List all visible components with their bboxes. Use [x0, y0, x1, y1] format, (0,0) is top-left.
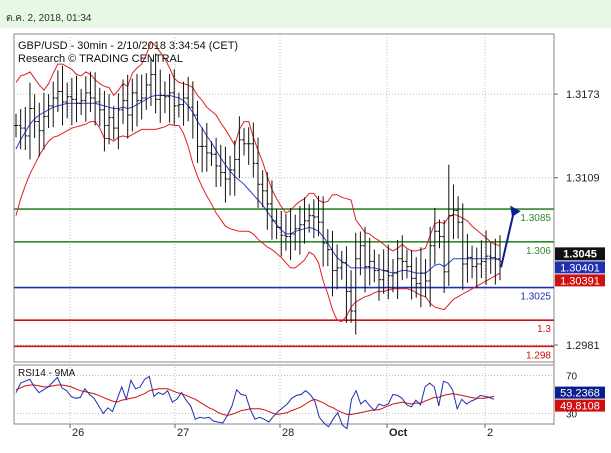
upper-indicator-badge — [555, 261, 605, 274]
chart-title: GBP/USD - 30min - 2/10/2018 3:34:54 (CET… — [18, 40, 239, 52]
forecast-arrow — [500, 205, 521, 268]
time-tick-label-3: Oct — [389, 427, 408, 439]
rsi-tick-label-0: 70 — [566, 372, 578, 383]
lower-band-line — [15, 121, 501, 323]
current-price-label: 1.3045 — [563, 248, 597, 260]
chart-title-block: GBP/USD - 30min - 2/10/2018 3:34:54 (CET… — [18, 40, 238, 66]
rsi-ma-label: 49.8108 — [560, 401, 600, 413]
top-band — [0, 0, 611, 28]
rsi-title: RSI14 - 9MA — [18, 368, 76, 379]
price-tick-label-2: 1.2981 — [566, 340, 600, 352]
rsi-tick-label-1: 30 — [566, 410, 578, 421]
axes: 1.3173 1.3109 1.2981 26 27 28 Oct 2 — [69, 89, 600, 439]
level-label-3: 1.3 — [537, 324, 551, 335]
current-price-badge — [555, 247, 605, 261]
upper-indicator-label: 1.30401 — [560, 262, 600, 274]
rsi-panel — [13, 364, 555, 425]
level-label-4: 1.298 — [526, 350, 551, 361]
date-stamp: ต.ค. 2, 2018, 01:34 — [6, 13, 92, 24]
price-bars — [14, 53, 502, 335]
rsi-line — [15, 375, 495, 430]
rsi-value-badge — [555, 386, 605, 399]
rsi-ma-badge — [555, 399, 605, 412]
rsi-value-label: 53.2368 — [560, 388, 600, 400]
time-tick-label-0: 26 — [72, 427, 84, 439]
chart-subtitle: Research © TRADING CENTRAL — [18, 53, 183, 65]
lower-indicator-badge — [555, 274, 605, 287]
level-label-2: 1.3025 — [520, 292, 551, 303]
level-label-0: 1.3085 — [520, 213, 551, 224]
forecast-arrow-head — [510, 205, 521, 217]
time-tick-label-2: 28 — [282, 427, 294, 439]
level-label-1: 1.306 — [526, 246, 551, 257]
rsi-ma-line — [15, 384, 495, 416]
price-tick-label-1: 1.3109 — [566, 173, 600, 185]
time-tick-label-4: 2 — [487, 427, 493, 439]
time-tick-label-1: 27 — [177, 427, 189, 439]
forecast-arrow-shaft — [500, 210, 515, 268]
price-tick-label-0: 1.3173 — [566, 89, 600, 101]
support-resistance-levels: 1.3085 1.306 1.3025 1.3 1.298 — [14, 208, 554, 361]
main-panel — [13, 33, 555, 363]
chart-canvas: 1.3085 1.306 1.3025 1.3 1.298 70 30 RSI14 - 9M… — [13, 33, 605, 439]
lower-indicator-label: 1.30391 — [560, 275, 600, 287]
